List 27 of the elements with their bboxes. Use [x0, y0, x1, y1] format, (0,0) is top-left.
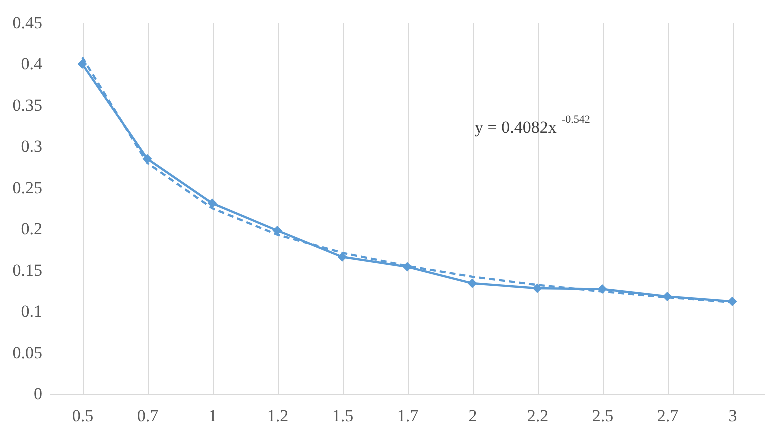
x-tick-label: 1.2: [267, 406, 289, 426]
y-tick-label: 0.25: [12, 178, 42, 198]
x-tick-label: 2: [468, 406, 478, 426]
x-tick-label: 1: [208, 406, 218, 426]
x-tick-label: 0.7: [137, 406, 160, 426]
point: [78, 59, 88, 69]
x-tick-label: 0.5: [72, 406, 94, 426]
y-tick-label: 0.35: [12, 96, 42, 115]
y-tick-label: 0.2: [21, 220, 42, 239]
point: [338, 252, 348, 262]
y-tick-label: 0.45: [12, 14, 42, 32]
y-tick-label: 0: [34, 384, 42, 404]
point: [532, 284, 542, 294]
x-tick-label: 1.5: [332, 406, 354, 426]
x-tick-label: 2.2: [527, 406, 549, 426]
y-tick-label: 0.1: [21, 302, 42, 322]
x-tick-label: 1.7: [397, 406, 420, 426]
x-tick-label: 3: [728, 406, 738, 426]
point: [208, 198, 218, 208]
y-tick-label: 0.15: [12, 260, 42, 280]
point: [468, 278, 478, 288]
x-tick-label: 2.5: [592, 406, 614, 426]
y-tick-label: 0.05: [12, 343, 42, 362]
y-tick-label: 0.4: [21, 54, 43, 74]
annotation: y = 0.4082x-0.542: [475, 114, 590, 137]
x-tick-label: 2.7: [657, 406, 680, 426]
y-tick-label: 0.3: [21, 137, 42, 156]
